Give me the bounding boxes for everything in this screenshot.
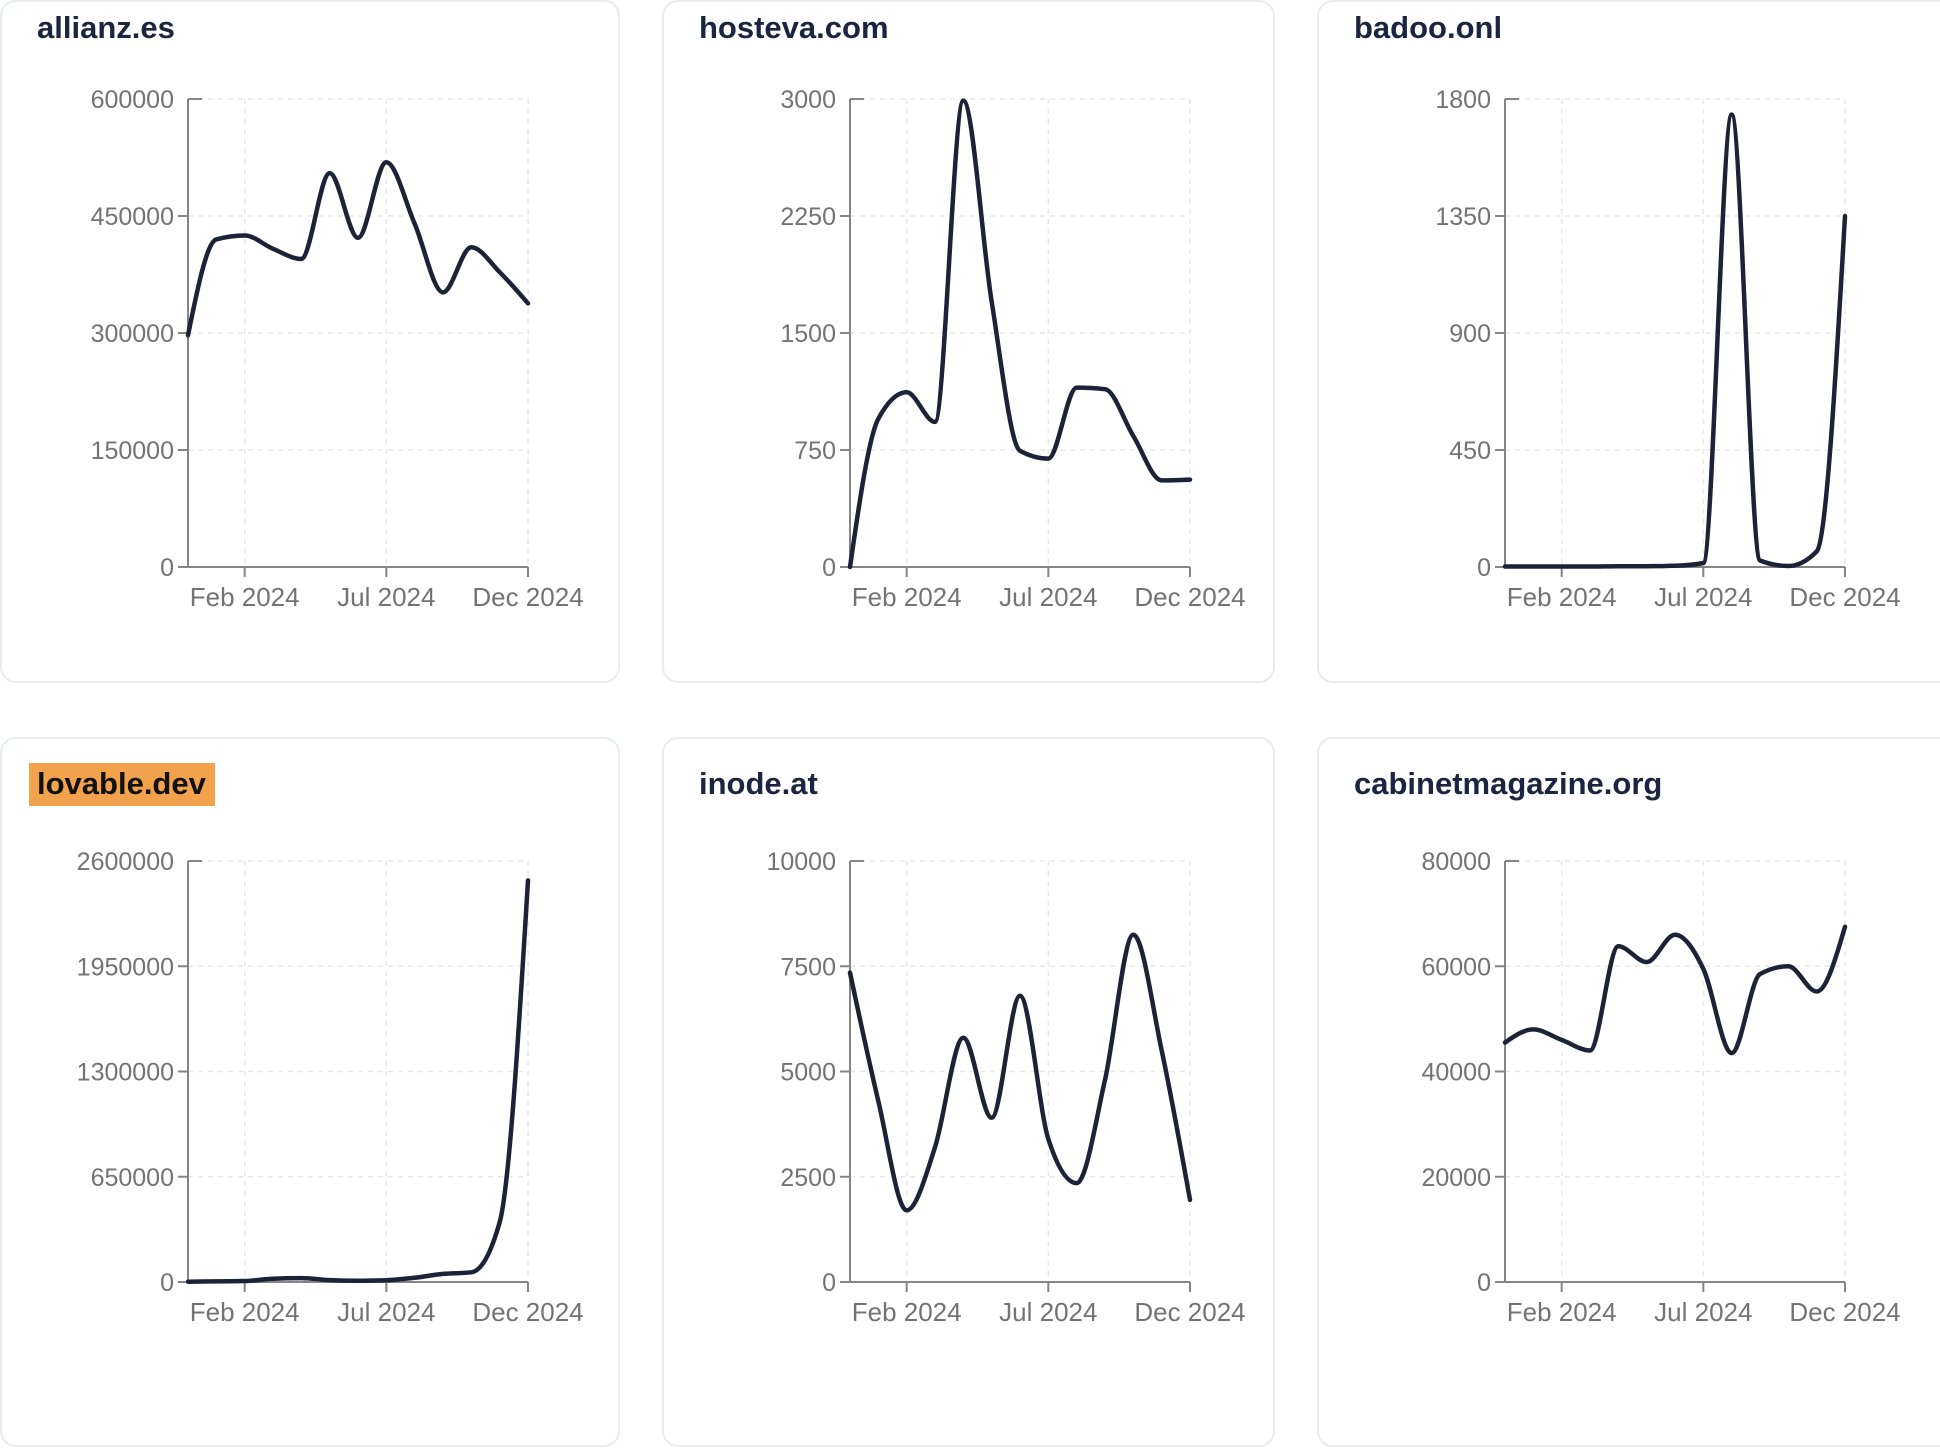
domain-label: badoo.onl <box>1354 10 1503 45</box>
x-tick-label: Jul 2024 <box>337 582 435 612</box>
domain-label-highlighted: lovable.dev <box>29 763 215 806</box>
y-tick-label: 60000 <box>1421 953 1491 981</box>
grid-lines <box>1505 860 1846 1282</box>
x-tick-label: Dec 2024 <box>1789 582 1900 612</box>
y-tick-label: 1350 <box>1435 203 1491 231</box>
x-tick-label: Feb 2024 <box>852 1297 962 1327</box>
domain-label: allianz.es <box>37 10 175 45</box>
x-tick-label: Dec 2024 <box>1134 582 1245 612</box>
chart-title: badoo.onl <box>1354 10 1502 46</box>
y-tick-label: 2600000 <box>77 848 174 876</box>
x-tick-label: Dec 2024 <box>472 1297 583 1327</box>
y-tick-label: 80000 <box>1421 848 1491 876</box>
series-line <box>847 98 1193 570</box>
y-tick-label: 2250 <box>780 203 836 231</box>
series-line <box>185 878 531 1284</box>
x-tick-label: Feb 2024 <box>190 582 300 612</box>
chart-title: lovable.dev <box>29 763 215 806</box>
x-tick-label: Dec 2024 <box>1134 1297 1245 1327</box>
x-tick-label: Feb 2024 <box>190 1297 300 1327</box>
x-tick-label: Jul 2024 <box>337 1297 435 1327</box>
tick-labels: 0 2500 5000 7500 10000 Feb 2024 Jul 2024 Dec 20… <box>766 848 1245 1327</box>
line-chart-svg: 0 650000 1300000 1950000 2600000 Feb 2024 Jul … <box>77 848 584 1327</box>
chart-card-lovable: lovable.dev 0 650000 1300000 1950000 2600000… <box>0 737 620 1447</box>
y-tick-label: 300000 <box>91 320 174 348</box>
tick-labels: 0 150000 300000 450000 600000 Feb 2024 Jul 202… <box>91 86 584 612</box>
y-tick-label: 3000 <box>780 86 836 114</box>
y-tick-label: 0 <box>1477 1269 1491 1297</box>
x-tick-label: Dec 2024 <box>472 582 583 612</box>
domain-label: inode.at <box>699 766 818 801</box>
x-tick-label: Feb 2024 <box>1507 582 1617 612</box>
chart-card-hosteva: hosteva.com 0 750 1500 2250 3000 Feb 2024 Jul … <box>662 0 1275 683</box>
tick-labels: 0 650000 1300000 1950000 2600000 Feb 2024 Jul … <box>77 848 584 1327</box>
axes <box>1495 98 1846 577</box>
chart-card-inode: inode.at 0 2500 5000 7500 10000 Feb 2024 Jul 2… <box>662 737 1275 1447</box>
line-chart-svg: 0 450 900 1350 1800 Feb 2024 Jul 2024 Dec 2024 <box>1435 86 1900 612</box>
line-chart-svg: 0 150000 300000 450000 600000 Feb 2024 Jul 202… <box>91 86 584 612</box>
y-tick-label: 150000 <box>91 437 174 465</box>
tick-labels: 0 20000 40000 60000 80000 Feb 2024 Jul 2024 Dec… <box>1421 848 1900 1327</box>
y-tick-label: 650000 <box>91 1164 174 1192</box>
y-tick-label: 0 <box>1477 554 1491 582</box>
chart-card-badoo: badoo.onl 0 450 900 1350 1800 Feb 2024 Jul 202… <box>1317 0 1940 683</box>
line-chart-svg: 0 2500 5000 7500 10000 Feb 2024 Jul 2024 Dec 20… <box>766 848 1245 1327</box>
grid-lines <box>850 98 1191 567</box>
x-tick-label: Feb 2024 <box>1507 1297 1617 1327</box>
y-tick-label: 0 <box>160 1269 174 1297</box>
chart-card-allianz: allianz.es 0 150000 300000 450000 600000 Feb … <box>0 0 620 683</box>
grid-lines <box>850 860 1191 1282</box>
x-tick-label: Jul 2024 <box>1654 582 1752 612</box>
x-tick-label: Jul 2024 <box>1654 1297 1752 1327</box>
chart-card-cabinetmagazine: cabinetmagazine.org 0 20000 40000 60000 8000… <box>1317 737 1940 1447</box>
y-tick-label: 10000 <box>766 848 836 876</box>
axes <box>840 860 1191 1292</box>
series-line <box>185 159 531 338</box>
y-tick-label: 0 <box>822 1269 836 1297</box>
y-tick-label: 0 <box>160 554 174 582</box>
y-tick-label: 750 <box>794 437 836 465</box>
y-tick-label: 1300000 <box>77 1059 174 1087</box>
y-tick-label: 450000 <box>91 203 174 231</box>
y-tick-label: 600000 <box>91 86 174 114</box>
axes <box>178 860 529 1292</box>
tick-labels: 0 750 1500 2250 3000 Feb 2024 Jul 2024 Dec 2024 <box>780 86 1245 612</box>
axes <box>178 98 529 577</box>
y-tick-label: 5000 <box>780 1059 836 1087</box>
y-tick-label: 1500 <box>780 320 836 348</box>
grid-lines <box>188 98 529 567</box>
y-tick-label: 7500 <box>780 953 836 981</box>
line-chart-svg: 0 20000 40000 60000 80000 Feb 2024 Jul 2024 Dec… <box>1421 848 1900 1327</box>
y-tick-label: 0 <box>822 554 836 582</box>
axes <box>840 98 1191 577</box>
grid-lines <box>1505 98 1846 567</box>
grid-lines <box>188 860 529 1282</box>
line-chart-svg: 0 750 1500 2250 3000 Feb 2024 Jul 2024 Dec 2024 <box>780 86 1245 612</box>
x-tick-label: Feb 2024 <box>852 582 962 612</box>
domain-label: hosteva.com <box>699 10 889 45</box>
y-tick-label: 900 <box>1449 320 1491 348</box>
chart-title: hosteva.com <box>699 10 889 46</box>
x-tick-label: Jul 2024 <box>999 582 1097 612</box>
series-line <box>1502 924 1848 1056</box>
y-tick-label: 20000 <box>1421 1164 1491 1192</box>
chart-title: cabinetmagazine.org <box>1354 766 1662 802</box>
y-tick-label: 1800 <box>1435 86 1491 114</box>
series-line <box>847 932 1193 1213</box>
tick-labels: 0 450 900 1350 1800 Feb 2024 Jul 2024 Dec 2024 <box>1435 86 1900 612</box>
chart-title: allianz.es <box>37 10 175 46</box>
axes <box>1495 860 1846 1292</box>
y-tick-label: 2500 <box>780 1164 836 1192</box>
y-tick-label: 450 <box>1449 437 1491 465</box>
y-tick-label: 1950000 <box>77 953 174 981</box>
x-tick-label: Dec 2024 <box>1789 1297 1900 1327</box>
x-tick-label: Jul 2024 <box>999 1297 1097 1327</box>
chart-title: inode.at <box>699 766 818 802</box>
series-line <box>1502 112 1848 569</box>
y-tick-label: 40000 <box>1421 1059 1491 1087</box>
domain-label: cabinetmagazine.org <box>1354 766 1663 801</box>
